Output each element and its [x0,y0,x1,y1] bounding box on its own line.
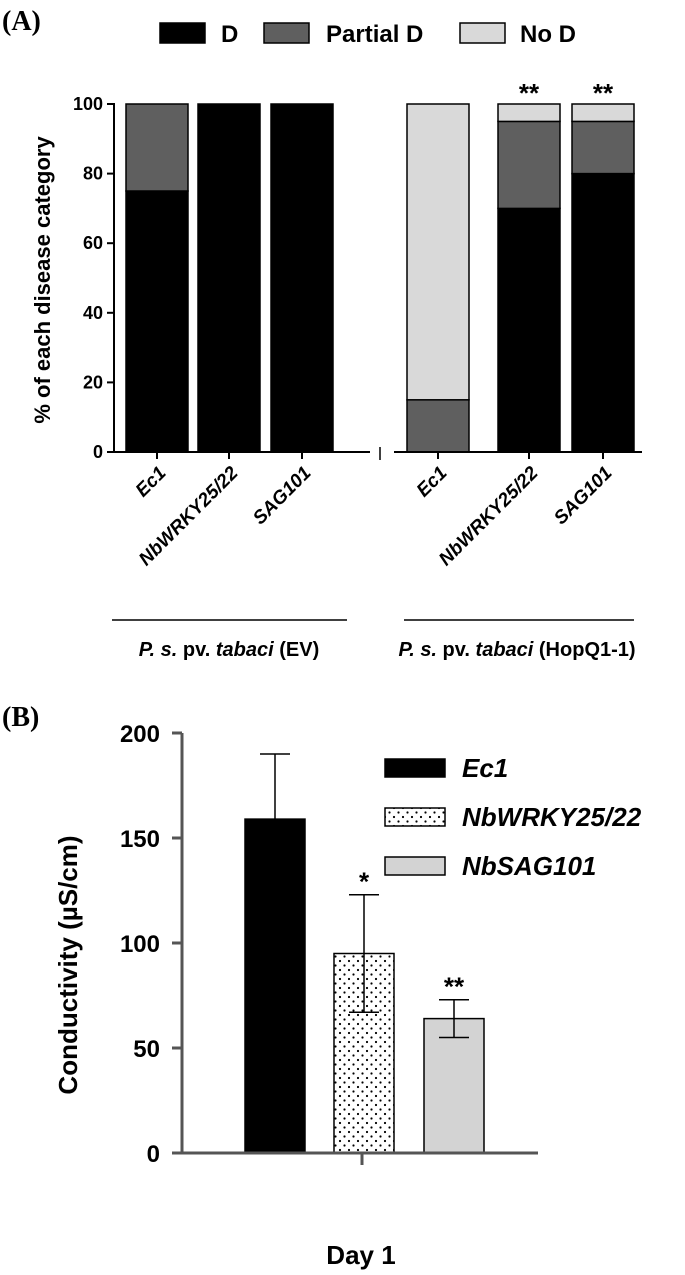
bar-segment-partial-d-sag101 [571,120,635,175]
bar-stack-sag101-hopq1 [571,103,635,453]
panel-b-y-axis: 0 50 100 150 200 [120,721,184,1168]
legend-label-nbwrky25-22: NbWRKY25/22 [462,802,642,832]
category-label-ec1: Ec1 [132,463,171,502]
group-label-part: P. s. [139,639,178,661]
legend-label-ec1: Ec1 [462,753,508,783]
legend-label-nbsag101: NbSAG101 [462,851,596,881]
panel-b-y-tick-label: 200 [120,721,160,748]
panel-b-y-tick-label: 0 [147,1141,160,1168]
panel-b-y-axis-label: Conductivity (µS/cm) [53,835,83,1094]
group-label-part: (EV) [274,639,320,661]
legend-b: Ec1 NbWRKY25/22 NbSAG101 [384,753,642,881]
panel-a-x-axis [114,447,642,460]
panel-b-label: (B) [2,702,39,733]
panel-a-y-tick-label: 20 [83,372,103,392]
bar-stack-ec1-ev [125,103,189,453]
bar-stack-nbwrky25-22-hopq1 [497,103,561,453]
legend-swatch-no-d [459,22,506,44]
panel-a-y-tick-label: 0 [93,442,103,462]
bar-segment-no-d-ec1 [406,103,470,401]
panel-a-significance: ** ** [519,78,614,108]
bar-nbsag101: ** [423,972,485,1154]
group-label-part: tabaci [476,639,534,661]
panel-a-y-tick-label: 100 [73,94,103,114]
panel-b-y-tick-label: 50 [133,1036,160,1063]
legend-swatch-nbsag101 [384,856,446,876]
panel-a-label: (A) [2,6,41,37]
panel-b-bars: *** [244,753,485,1154]
panel-a-group-labels: P. s. pv. tabaci (EV) P. s. pv. tabaci (H… [112,619,636,661]
group-label: P. s. pv. tabaci (HopQ1-1) [398,639,635,661]
category-label-nbwrky25-22: NbWRKY25/22 [435,462,543,570]
category-label-ec1: Ec1 [413,463,452,502]
panel-b-x-axis [182,1151,538,1165]
bar-nbwrky25-22: * [333,867,395,1154]
significance-marker: ** [519,78,540,108]
legend-label-no-d: No D [520,21,576,48]
bar-segment-d-nbwrky25-22 [497,207,561,453]
panel-b-y-tick-label: 100 [120,931,160,958]
bar-segment-d-sag101 [571,172,635,453]
legend-a: D Partial D No D [159,21,576,48]
legend-label-d: D [221,21,238,48]
panel-a-bars [125,103,635,453]
bar-segment-partial-d-nbwrky25-22 [497,120,561,210]
panel-a-y-tick-label: 40 [83,303,103,323]
bar-stack-sag101-ev [270,103,334,453]
group-label-part: pv. [437,639,476,661]
bar-rect-nbsag101 [423,1017,485,1154]
bar-segment-no-d-nbwrky25-22 [497,103,561,123]
bar-rect-ec1 [244,818,306,1154]
bar-segment-d-sag101 [270,103,334,453]
group-label-part: (HopQ1-1) [533,639,635,661]
bar-segment-d-ec1 [125,190,189,453]
group-label-part: tabaci [216,639,274,661]
legend-swatch-ec1 [384,758,446,778]
category-label-sag101: SAG101 [249,463,315,529]
legend-label-partial-d: Partial D [326,21,423,48]
significance-marker: ** [444,972,465,1002]
bar-stack-ec1-hopq1 [406,103,470,453]
category-label-sag101: SAG101 [550,463,616,529]
panel-a: (A) D Partial D No D % of each disease cat… [2,6,642,661]
panel-b-y-tick-label: 150 [120,826,160,853]
bar-segment-d-nbwrky25-22 [197,103,261,453]
group-label-part: pv. [177,639,216,661]
group-label-part: P. s. [398,639,437,661]
panel-a-y-tick-label: 60 [83,233,103,253]
legend-swatch-nbwrky25-22 [384,807,446,827]
bar-segment-no-d-sag101 [571,103,635,123]
group-label: P. s. pv. tabaci (EV) [139,639,319,661]
bar-segment-partial-d-ec1 [406,399,470,453]
panel-a-y-tick-label: 80 [83,164,103,184]
panel-a-y-axis: 0 20 40 60 80 100 [73,94,115,462]
bar-ec1 [244,753,306,1154]
bar-segment-partial-d-ec1 [125,103,189,192]
legend-swatch-partial-d [263,22,310,44]
bar-stack-nbwrky25-22-ev [197,103,261,453]
panel-b: (B) Conductivity (µS/cm) Day 1 0 50 100 150… [2,702,642,1270]
significance-marker: * [359,867,370,897]
legend-swatch-d [159,22,206,44]
significance-marker: ** [593,78,614,108]
panel-b-x-axis-label: Day 1 [326,1240,395,1270]
panel-a-y-axis-label: % of each disease category [30,136,55,424]
